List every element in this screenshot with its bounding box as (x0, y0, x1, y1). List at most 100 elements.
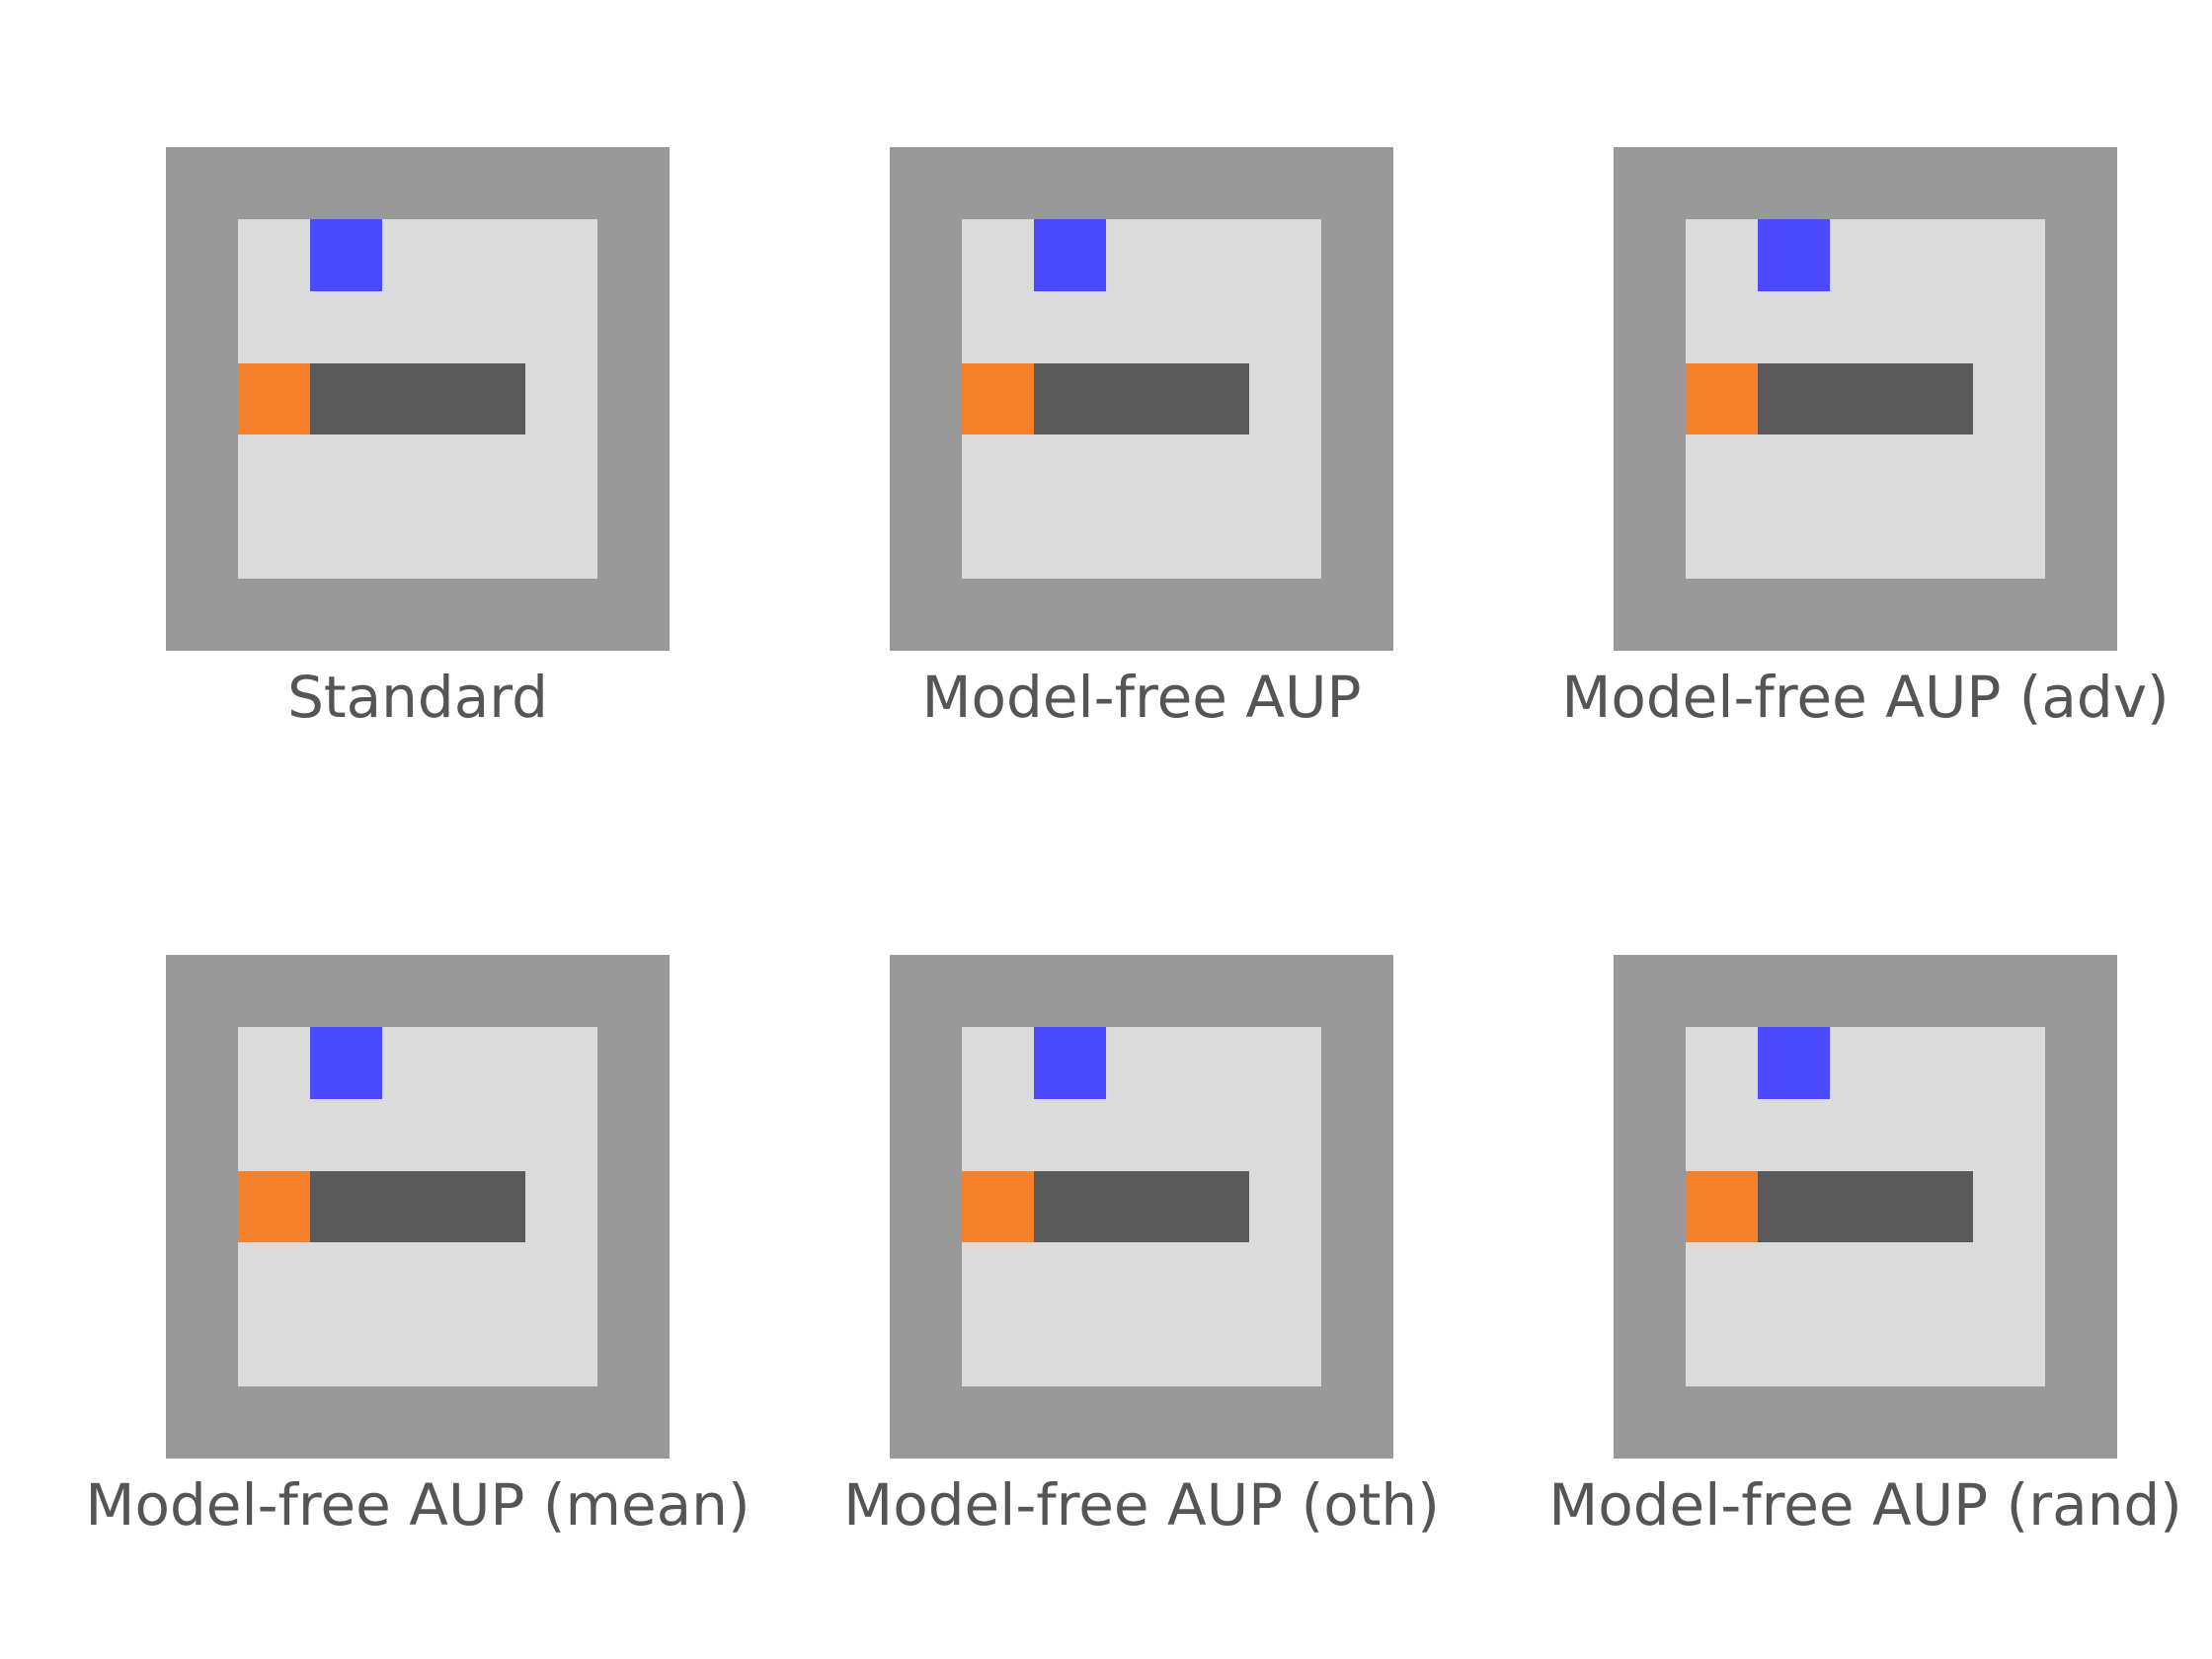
wall-cell (597, 434, 671, 508)
floor-cell (1685, 1098, 1759, 1172)
box-cell (453, 362, 526, 435)
floor-cell (961, 218, 1035, 292)
wall-cell (1177, 579, 1250, 652)
floor-cell (1973, 434, 2046, 508)
floor-cell (381, 1098, 454, 1172)
wall-cell (1321, 955, 1394, 1028)
floor-cell (1829, 1026, 1902, 1100)
floor-cell (1973, 1314, 2046, 1387)
wall-cell (1614, 1242, 1687, 1315)
goal-cell (1033, 218, 1107, 292)
wall-cell (309, 147, 383, 220)
wall-cell (166, 955, 239, 1028)
floor-cell (1901, 434, 1974, 508)
wall-cell (453, 1386, 526, 1460)
wall-cell (309, 579, 383, 652)
wall-cell (166, 1386, 239, 1460)
floor-cell (1249, 1242, 1322, 1315)
wall-cell (1685, 579, 1759, 652)
floor-cell (525, 218, 598, 292)
floor-cell (1105, 1098, 1178, 1172)
wall-cell (597, 507, 671, 580)
floor-cell (1105, 1314, 1178, 1387)
agent-cell (1685, 362, 1759, 435)
floor-cell (1973, 362, 2046, 435)
floor-cell (961, 1242, 1035, 1315)
box-cell (1757, 1170, 1831, 1243)
floor-cell (1177, 434, 1250, 508)
floor-cell (453, 218, 526, 292)
wall-cell (890, 1026, 963, 1100)
floor-cell (1757, 290, 1831, 364)
floor-cell (1829, 1314, 1902, 1387)
panel-caption-model-free-aup-oth: Model-free AUP (oth) (843, 1471, 1440, 1539)
floor-cell (1249, 1026, 1322, 1100)
wall-cell (1757, 579, 1831, 652)
wall-cell (597, 1098, 671, 1172)
floor-cell (1105, 1026, 1178, 1100)
goal-cell (309, 1026, 383, 1100)
box-cell (1901, 362, 1974, 435)
wall-cell (1321, 579, 1394, 652)
floor-cell (1901, 507, 1974, 580)
floor-cell (453, 1026, 526, 1100)
wall-cell (1105, 955, 1178, 1028)
floor-cell (1685, 1314, 1759, 1387)
wall-cell (1321, 1386, 1394, 1460)
wall-cell (1105, 147, 1178, 220)
wall-cell (166, 290, 239, 364)
wall-cell (1321, 1314, 1394, 1387)
floor-cell (1249, 1098, 1322, 1172)
floor-cell (1973, 1098, 2046, 1172)
floor-cell (1829, 1242, 1902, 1315)
panel-caption-model-free-aup-rand: Model-free AUP (rand) (1548, 1471, 2182, 1539)
wall-cell (1973, 955, 2046, 1028)
floor-cell (1105, 1242, 1178, 1315)
floor-cell (1033, 290, 1107, 364)
floor-cell (1829, 290, 1902, 364)
agent-cell (961, 1170, 1035, 1243)
wall-cell (1321, 507, 1394, 580)
wall-cell (2045, 507, 2118, 580)
wall-cell (1321, 1026, 1394, 1100)
wall-cell (1249, 579, 1322, 652)
floor-cell (1757, 1098, 1831, 1172)
agent-cell (961, 362, 1035, 435)
wall-cell (1614, 1098, 1687, 1172)
floor-cell (1033, 434, 1107, 508)
floor-cell (381, 1242, 454, 1315)
box-cell (381, 1170, 454, 1243)
floor-cell (237, 507, 311, 580)
floor-cell (1177, 1242, 1250, 1315)
goal-cell (1757, 218, 1831, 292)
goal-cell (1033, 1026, 1107, 1100)
floor-cell (1973, 1242, 2046, 1315)
floor-cell (453, 290, 526, 364)
floor-cell (1033, 1314, 1107, 1387)
wall-cell (1105, 1386, 1178, 1460)
floor-cell (1829, 218, 1902, 292)
wall-cell (1614, 1386, 1687, 1460)
floor-cell (1757, 507, 1831, 580)
wall-cell (1177, 1386, 1250, 1460)
wall-cell (237, 955, 311, 1028)
box-cell (309, 362, 383, 435)
goal-cell (1757, 1026, 1831, 1100)
floor-cell (525, 362, 598, 435)
floor-cell (525, 1098, 598, 1172)
floor-cell (1033, 1098, 1107, 1172)
floor-cell (1829, 1098, 1902, 1172)
wall-cell (453, 579, 526, 652)
wall-cell (309, 1386, 383, 1460)
floor-cell (453, 1242, 526, 1315)
wall-cell (1757, 1386, 1831, 1460)
wall-cell (2045, 579, 2118, 652)
floor-cell (1177, 218, 1250, 292)
floor-cell (1901, 1098, 1974, 1172)
wall-cell (525, 955, 598, 1028)
box-cell (1177, 362, 1250, 435)
floor-cell (1973, 290, 2046, 364)
wall-cell (1685, 147, 1759, 220)
wall-cell (1829, 147, 1902, 220)
floor-cell (237, 290, 311, 364)
